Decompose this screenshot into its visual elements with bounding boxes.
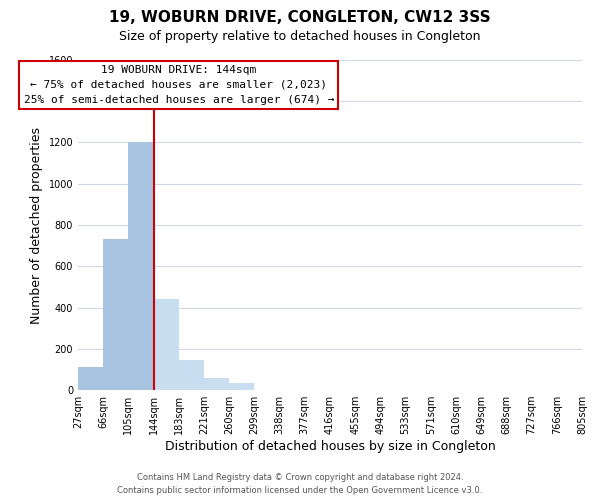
Bar <box>229 383 254 390</box>
Text: 19, WOBURN DRIVE, CONGLETON, CW12 3SS: 19, WOBURN DRIVE, CONGLETON, CW12 3SS <box>109 10 491 25</box>
Bar <box>179 360 204 390</box>
Bar <box>128 142 154 390</box>
X-axis label: Distribution of detached houses by size in Congleton: Distribution of detached houses by size … <box>164 440 496 453</box>
Bar <box>204 378 229 390</box>
Text: 19 WOBURN DRIVE: 144sqm
← 75% of detached houses are smaller (2,023)
25% of semi: 19 WOBURN DRIVE: 144sqm ← 75% of detache… <box>23 65 334 104</box>
Bar <box>154 299 179 390</box>
Y-axis label: Number of detached properties: Number of detached properties <box>30 126 43 324</box>
Bar <box>78 368 103 390</box>
Bar <box>103 240 128 390</box>
Text: Contains HM Land Registry data © Crown copyright and database right 2024.
Contai: Contains HM Land Registry data © Crown c… <box>118 474 482 495</box>
Text: Size of property relative to detached houses in Congleton: Size of property relative to detached ho… <box>119 30 481 43</box>
